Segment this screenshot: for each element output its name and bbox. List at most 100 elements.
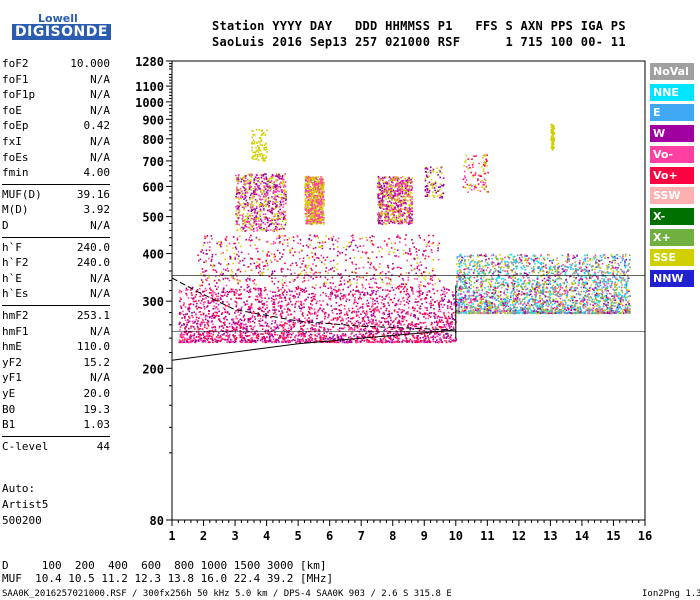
echo-point: [416, 323, 418, 325]
echo-point: [497, 266, 500, 268]
legend-item-x: X-: [650, 207, 694, 225]
echo-point: [349, 341, 351, 343]
echo-point: [266, 340, 269, 342]
echo-point: [199, 324, 202, 326]
echo-point: [501, 259, 503, 261]
echo-point: [228, 322, 231, 325]
echo-point: [342, 288, 345, 291]
echo-point: [515, 267, 518, 270]
echo-point: [274, 333, 276, 336]
param-row: yF1 N/A: [2, 371, 110, 386]
echo-point: [504, 293, 506, 296]
echo-point: [540, 290, 542, 292]
echo-point: [248, 339, 250, 341]
echo-point: [523, 298, 525, 300]
echo-point: [606, 285, 609, 288]
echo-point: [486, 291, 489, 293]
echo-point: [187, 308, 189, 311]
echo-point: [509, 312, 512, 314]
echo-point: [561, 311, 564, 313]
echo-point: [329, 298, 332, 301]
echo-point: [492, 288, 495, 291]
echo-point: [562, 310, 565, 312]
echo-point: [445, 316, 447, 319]
echo-point: [518, 290, 520, 292]
echo-point: [358, 307, 361, 310]
echo-point: [327, 287, 330, 290]
echo-point: [375, 293, 377, 296]
echo-point: [594, 273, 596, 275]
echo-point: [540, 254, 542, 256]
echo-point: [251, 314, 254, 317]
echo-point: [589, 263, 591, 266]
echo-point: [405, 311, 408, 314]
param-name: MUF(D): [2, 187, 42, 201]
echo-point: [322, 326, 325, 329]
echo-point: [376, 340, 379, 343]
echo-point: [543, 311, 545, 313]
echo-point: [539, 255, 542, 257]
echo-point: [263, 335, 265, 338]
echo-point: [251, 316, 254, 318]
echo-point: [399, 308, 401, 311]
echo-point: [604, 257, 606, 260]
echo-point: [549, 267, 552, 270]
echo-point: [346, 313, 348, 315]
echo-point: [204, 335, 207, 337]
echo-point: [440, 303, 443, 306]
echo-point: [424, 335, 426, 338]
echo-point: [425, 330, 428, 333]
echo-point: [239, 327, 242, 329]
echo-point: [542, 286, 544, 289]
echo-point: [575, 293, 578, 295]
echo-point: [502, 277, 505, 280]
echo-point: [397, 313, 400, 316]
echo-point: [557, 274, 560, 277]
echo-point: [476, 311, 478, 313]
echo-point: [532, 271, 535, 274]
echo-point: [215, 288, 218, 290]
echo-point: [533, 287, 535, 289]
echo-point: [211, 314, 214, 317]
auto-code: 500200: [2, 514, 42, 527]
echo-point: [460, 306, 463, 308]
echo-point: [583, 298, 586, 301]
echo-point: [206, 327, 208, 330]
echo-point: [322, 334, 324, 336]
echo-point: [323, 332, 326, 334]
echo-point: [556, 274, 558, 276]
echo-point: [200, 321, 203, 324]
echo-point: [331, 341, 334, 343]
echo-point: [508, 257, 511, 260]
echo-point: [392, 301, 394, 304]
echo-point: [479, 265, 481, 268]
echo-point: [318, 325, 321, 328]
echo-point: [199, 287, 201, 290]
echo-point: [460, 301, 462, 303]
echo-point: [422, 292, 424, 294]
echo-point: [377, 289, 379, 292]
echo-point: [383, 303, 385, 305]
echo-point: [508, 300, 510, 303]
echo-point: [180, 305, 182, 307]
echo-point: [566, 261, 569, 264]
echo-point: [417, 317, 419, 320]
echo-point: [226, 318, 228, 321]
echo-point: [627, 275, 629, 277]
echo-point: [499, 308, 501, 311]
echo-point: [379, 286, 382, 289]
echo-point: [484, 305, 486, 308]
param-name: fmin: [2, 166, 29, 180]
echo-point: [386, 320, 389, 323]
echo-point: [560, 310, 562, 312]
echo-point: [398, 341, 400, 343]
echo-point: [271, 320, 274, 322]
echo-point: [405, 338, 408, 340]
echo-point: [204, 324, 206, 326]
echo-point: [470, 301, 472, 303]
echo-point: [312, 292, 315, 295]
legend-item-ssw: SSW: [650, 187, 694, 205]
echo-point: [374, 302, 376, 305]
echo-point: [464, 273, 466, 275]
echo-point: [589, 303, 591, 306]
